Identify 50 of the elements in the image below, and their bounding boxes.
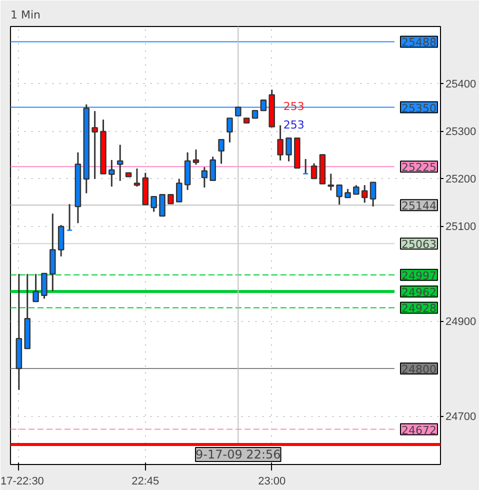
y-tick-label: 24700: [446, 411, 476, 423]
candlestick: [176, 178, 182, 203]
ref-line-label: 24997: [402, 269, 437, 282]
y-tick-label: 25100: [446, 221, 476, 233]
ref-line-label: 24962: [402, 286, 437, 300]
y-tick-label: 25300: [446, 126, 476, 138]
candlestick: [58, 224, 64, 258]
candlestick: [277, 124, 284, 162]
x-tick-label: 17-22:30: [0, 476, 44, 488]
chart-title: 1 Min: [10, 8, 41, 22]
ref-line-label: 24928: [402, 302, 437, 316]
candlestick: [201, 166, 208, 188]
candlestick: [370, 182, 376, 208]
candlestick: [192, 148, 200, 166]
candlestick: [353, 184, 360, 195]
y-tick-label: 25200: [446, 174, 476, 186]
candlestick: [108, 159, 115, 188]
candlestick: [210, 156, 216, 182]
ref-line-label: 25350: [402, 102, 437, 115]
candlestick: [134, 168, 140, 188]
candlestick: [159, 194, 166, 217]
y-tick-label: 25400: [446, 78, 476, 90]
candlestick: [328, 173, 334, 192]
candlestick: [92, 110, 98, 180]
ref-line-label: 25488: [402, 36, 437, 50]
candlestick: [260, 100, 267, 112]
ref-line-label: 9-17-09 22:56: [196, 448, 281, 462]
candlestick: [41, 272, 48, 300]
candlestick: [218, 138, 224, 165]
x-tick-label: 23:00: [258, 476, 286, 488]
candlestick: [226, 117, 233, 144]
ref-line-label: 25225: [402, 161, 437, 174]
ref-line-label: 25144: [402, 200, 437, 213]
candlestick: [184, 152, 191, 191]
x-tick-label: 22:45: [132, 476, 160, 488]
candlestick: [150, 196, 157, 212]
candlestick: [168, 194, 174, 204]
annotation: 253: [283, 118, 304, 132]
candlestick: [361, 184, 368, 204]
candlestick: [32, 273, 39, 302]
y-tick-label: 24900: [446, 316, 476, 328]
candlestick: [116, 144, 124, 182]
ref-line-label: 24800: [402, 363, 437, 376]
candlestick: [302, 158, 309, 174]
ref-line-label: 24672: [402, 424, 437, 437]
candlestick: [310, 162, 318, 180]
candlestick: [66, 203, 73, 232]
ref-line-label: 25063: [402, 238, 437, 252]
candlestick: [336, 184, 342, 206]
candlestick: [286, 137, 292, 162]
